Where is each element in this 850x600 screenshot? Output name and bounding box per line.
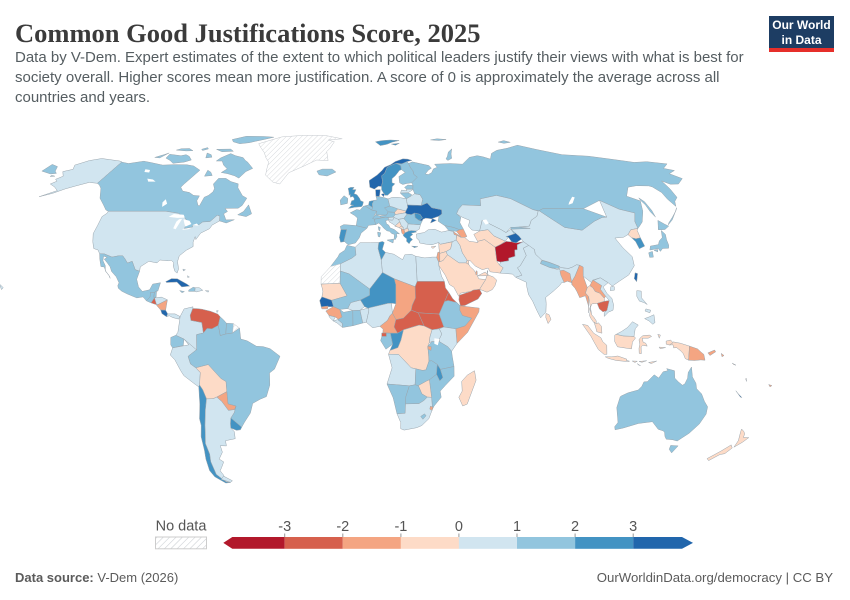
- svg-text:No data: No data: [156, 519, 208, 535]
- svg-text:-1: -1: [394, 519, 407, 535]
- svg-text:-3: -3: [278, 519, 291, 535]
- svg-text:-2: -2: [336, 519, 349, 535]
- svg-text:3: 3: [629, 519, 637, 535]
- svg-text:2: 2: [571, 519, 579, 535]
- svg-text:1: 1: [513, 519, 521, 535]
- svg-text:0: 0: [455, 519, 463, 535]
